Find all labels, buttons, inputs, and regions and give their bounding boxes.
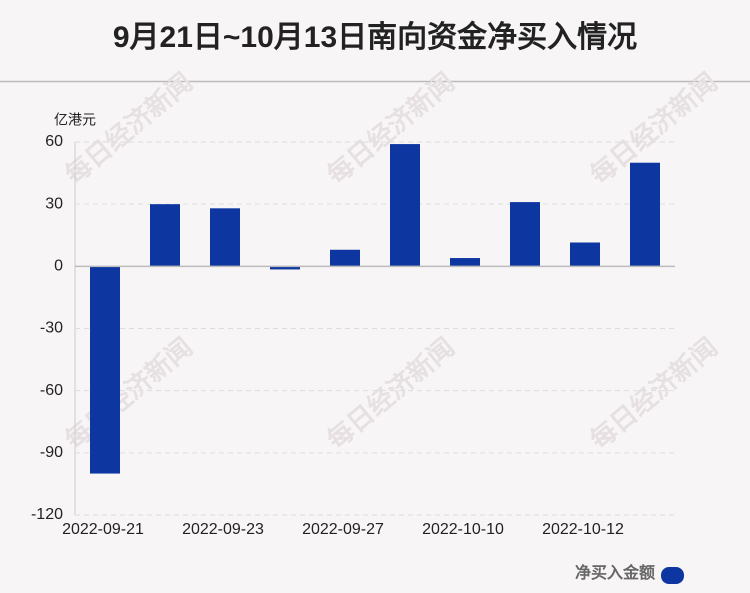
y-unit: 亿港元 (54, 112, 96, 128)
bar (450, 258, 480, 267)
bar (330, 249, 360, 267)
x-tick-label: 2022-09-27 (302, 521, 384, 538)
bar (390, 144, 420, 267)
legend-swatch (661, 567, 684, 584)
bar (150, 204, 180, 267)
y-tick-label: 30 (45, 195, 63, 212)
chart-title: 9月21日~10月13日南向资金净买入情况 (113, 20, 637, 54)
legend-label: 净买入金额 (575, 563, 655, 582)
y-tick-label: -60 (40, 382, 63, 399)
y-tick-label: 0 (54, 258, 63, 275)
bar (270, 266, 300, 270)
y-tick-label: -120 (31, 506, 63, 523)
bar (510, 202, 540, 267)
x-tick-label: 2022-10-10 (422, 521, 504, 538)
y-tick-label: -30 (40, 320, 63, 337)
bar (570, 242, 600, 267)
bar (630, 162, 660, 267)
bar (210, 208, 240, 267)
x-tick-label: 2022-09-23 (182, 521, 264, 538)
bar (90, 266, 120, 474)
y-tick-label: 60 (45, 133, 63, 150)
x-tick-label: 2022-10-12 (542, 521, 624, 538)
x-tick-label: 2022-09-21 (62, 521, 144, 538)
y-tick-label: -90 (40, 444, 63, 461)
